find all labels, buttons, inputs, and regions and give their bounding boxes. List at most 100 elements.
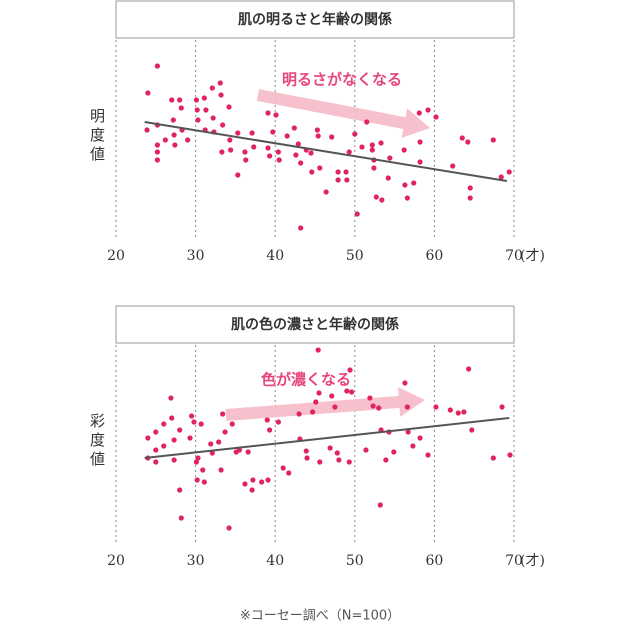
- data-point: [352, 131, 358, 137]
- data-point: [433, 404, 439, 410]
- data-point: [343, 169, 349, 175]
- data-point: [249, 487, 255, 493]
- data-point: [335, 169, 341, 175]
- data-point: [469, 427, 475, 433]
- data-point: [219, 149, 225, 155]
- data-point: [344, 177, 350, 183]
- data-point: [447, 407, 453, 413]
- data-point: [273, 112, 279, 118]
- data-point: [450, 163, 456, 169]
- data-point: [377, 502, 383, 508]
- data-point: [293, 152, 299, 158]
- data-point: [250, 477, 256, 483]
- data-point: [170, 117, 176, 123]
- data-point: [376, 405, 382, 411]
- data-point: [344, 388, 350, 394]
- trend-arrow: [225, 386, 425, 421]
- data-point: [194, 107, 200, 113]
- data-point: [222, 429, 228, 435]
- data-point: [169, 97, 175, 103]
- data-point: [298, 225, 304, 231]
- title-box: [115, 0, 515, 39]
- data-point: [275, 419, 281, 425]
- x-tick-label: 50: [346, 553, 364, 569]
- data-point: [265, 145, 271, 151]
- y-axis-label: 彩度値: [88, 413, 106, 470]
- data-point: [286, 470, 292, 476]
- y-axis-label: 明度値: [88, 108, 106, 165]
- data-point: [364, 119, 370, 125]
- data-point: [201, 95, 207, 101]
- data-point: [270, 129, 276, 135]
- data-point: [425, 452, 431, 458]
- data-point: [310, 409, 316, 415]
- x-tick-label: 20: [107, 553, 125, 569]
- data-point: [295, 141, 301, 147]
- data-point: [200, 467, 206, 473]
- data-point: [315, 347, 321, 353]
- data-point: [433, 114, 439, 120]
- data-point: [410, 443, 416, 449]
- data-point: [314, 127, 320, 133]
- data-point: [411, 180, 417, 186]
- data-point: [185, 137, 191, 143]
- data-point: [203, 107, 209, 113]
- data-point: [154, 149, 160, 155]
- annotation: 色が濃くなる: [261, 371, 351, 389]
- data-point: [145, 90, 151, 96]
- data-point: [465, 139, 471, 145]
- data-point: [291, 125, 297, 131]
- data-point: [218, 92, 224, 98]
- data-point: [208, 441, 214, 447]
- title-box: [115, 305, 515, 344]
- data-point: [171, 457, 177, 463]
- data-point: [459, 135, 465, 141]
- data-point: [507, 452, 513, 458]
- data-point: [329, 393, 335, 399]
- x-tick-label: 20: [107, 248, 125, 264]
- data-point: [490, 455, 496, 461]
- data-point: [171, 132, 177, 138]
- data-point: [359, 144, 365, 150]
- x-tick-label: 50: [346, 248, 364, 264]
- data-point: [154, 63, 160, 69]
- data-point: [346, 149, 352, 155]
- data-point: [210, 115, 216, 121]
- data-point: [404, 404, 410, 410]
- data-point: [417, 139, 423, 145]
- data-point: [178, 105, 184, 111]
- data-point: [304, 455, 310, 461]
- data-point: [280, 465, 286, 471]
- data-point: [467, 185, 473, 191]
- data-point: [194, 477, 200, 483]
- footnote: ※コーセー調べ（N=100）: [240, 609, 400, 624]
- data-point: [220, 411, 226, 417]
- chart-title: 肌の明るさと年齢の関係: [238, 11, 392, 28]
- data-point: [154, 157, 160, 163]
- x-axis-unit: (才): [520, 248, 545, 264]
- data-point: [369, 147, 375, 153]
- data-point: [315, 133, 321, 139]
- data-point: [193, 97, 199, 103]
- data-point: [162, 137, 168, 143]
- data-point: [265, 110, 271, 116]
- x-tick-label: 70: [505, 553, 523, 569]
- x-tick-label: 70: [505, 248, 523, 264]
- data-point: [218, 467, 224, 473]
- data-point: [404, 195, 410, 201]
- data-point: [316, 390, 322, 396]
- data-point: [201, 479, 207, 485]
- data-point: [191, 419, 197, 425]
- data-point: [249, 130, 255, 136]
- data-point: [327, 445, 333, 451]
- data-point: [145, 435, 151, 441]
- data-point: [144, 127, 150, 133]
- data-point: [499, 404, 505, 410]
- data-point: [455, 410, 461, 416]
- data-point: [227, 137, 233, 143]
- data-point: [195, 455, 201, 461]
- data-point: [168, 395, 174, 401]
- data-point: [235, 172, 241, 178]
- data-point: [267, 153, 273, 159]
- data-point: [242, 481, 248, 487]
